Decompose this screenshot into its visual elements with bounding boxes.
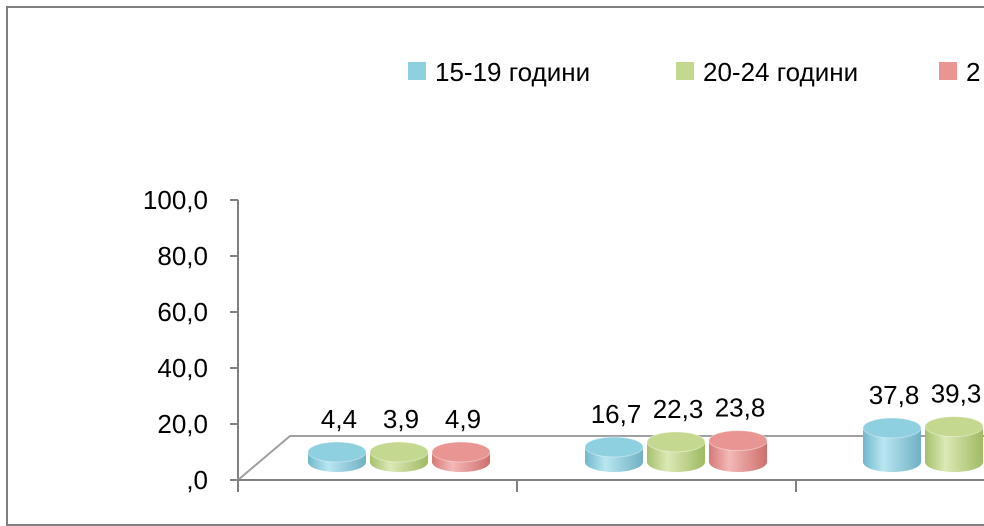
legend: 15-19 години 20-24 години 2: [408, 57, 980, 87]
bar-top: [584, 436, 644, 458]
bar: [646, 431, 706, 472]
data-label: 23,8: [715, 393, 766, 423]
bar: [584, 436, 644, 472]
bar: [924, 416, 984, 472]
bar-top: [369, 441, 429, 463]
data-label: 4,9: [445, 404, 481, 434]
bar: [862, 417, 922, 472]
bar-top: [646, 431, 706, 453]
legend-swatch: [939, 62, 957, 80]
bars: [307, 416, 984, 472]
bar: [431, 441, 491, 472]
bar: [369, 441, 429, 472]
data-label: 4,4: [321, 404, 357, 434]
legend-label: 15-19 години: [435, 57, 590, 87]
y-tick-label: ,0: [186, 465, 208, 495]
y-tick-label: 60,0: [157, 297, 208, 327]
y-tick-label: 80,0: [157, 241, 208, 271]
y-tick-label: 20,0: [157, 409, 208, 439]
data-label: 3,9: [383, 404, 419, 434]
data-label: 37,8: [869, 380, 920, 410]
bar-top: [924, 416, 984, 438]
data-label: 39,3: [931, 379, 982, 409]
chart-svg: 100,080,060,040,020,0,0 4,4 16,737,83,9 22…: [143, 57, 984, 495]
bar-top: [431, 441, 491, 463]
axes: 100,0 80,0 60,0 40,0 20,0 ,0: [143, 185, 984, 495]
y-tick-label: 100,0: [143, 185, 208, 215]
data-labels: 4,4 16,7 37,8 3,9 22,3 39,3 4,9 23,8: [321, 379, 981, 434]
bar: [708, 430, 768, 472]
bar-body: [863, 427, 921, 472]
data-label: 22,3: [653, 394, 704, 424]
bar: [307, 441, 367, 472]
legend-label: 2: [966, 57, 980, 87]
legend-swatch: [408, 62, 426, 80]
bar-top: [307, 441, 367, 463]
legend-label: 20-24 години: [703, 57, 858, 87]
bar-top: [862, 417, 922, 439]
bar-top: [708, 430, 768, 452]
legend-swatch: [676, 62, 694, 80]
bar-body: [925, 426, 983, 472]
y-tick-label: 40,0: [157, 353, 208, 383]
data-label: 16,7: [591, 399, 642, 429]
